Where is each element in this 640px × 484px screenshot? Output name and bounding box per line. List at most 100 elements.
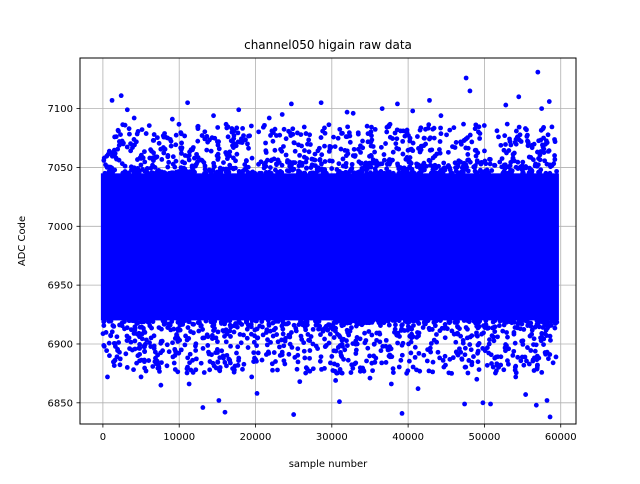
data-point [233, 158, 238, 164]
data-point [317, 358, 323, 364]
data-point [437, 150, 443, 156]
data-point [399, 326, 405, 332]
data-point [515, 321, 521, 327]
data-point [537, 152, 543, 158]
data-point [238, 139, 243, 145]
data-point [185, 355, 191, 361]
data-point [473, 147, 479, 153]
data-point [135, 320, 141, 326]
data-point [143, 368, 149, 374]
data-point [434, 339, 440, 345]
outlier-point [337, 399, 342, 405]
data-point [515, 354, 521, 360]
data-point [475, 359, 481, 365]
data-point [227, 149, 233, 155]
data-point [386, 322, 392, 328]
data-point [329, 166, 335, 171]
data-point [378, 144, 384, 150]
data-point [498, 142, 504, 148]
data-point [364, 358, 369, 364]
data-point [137, 346, 143, 351]
data-point [501, 170, 507, 176]
data-point [330, 368, 336, 373]
data-point [122, 122, 128, 128]
data-point [232, 165, 238, 171]
data-point [486, 341, 492, 347]
data-point [120, 170, 126, 176]
data-point [542, 158, 548, 164]
data-point [442, 335, 448, 341]
data-point [492, 329, 498, 334]
data-point [416, 170, 422, 176]
data-point [176, 121, 182, 127]
data-point [396, 146, 402, 152]
data-point [421, 352, 427, 358]
data-point [372, 149, 378, 155]
data-point [224, 363, 229, 369]
data-point [525, 345, 530, 350]
data-point [195, 159, 200, 165]
data-point [101, 343, 107, 349]
data-point [503, 142, 508, 147]
data-point [292, 355, 298, 360]
data-point [331, 335, 337, 340]
data-point [281, 321, 287, 326]
data-point [299, 143, 304, 149]
data-point [469, 359, 475, 365]
data-point [101, 155, 107, 161]
data-point [143, 131, 149, 136]
data-point [296, 163, 302, 169]
data-point [149, 156, 155, 162]
data-point [448, 170, 454, 176]
data-point [196, 328, 202, 334]
data-point [394, 332, 400, 338]
data-point [211, 160, 217, 166]
data-point [474, 318, 479, 324]
data-point [173, 158, 179, 164]
data-point [463, 145, 469, 151]
data-point [481, 123, 487, 128]
data-point [228, 334, 233, 339]
data-point [390, 136, 395, 141]
data-point [162, 146, 168, 152]
data-point [244, 326, 250, 332]
data-point [272, 147, 278, 153]
data-point [115, 127, 121, 133]
data-point [519, 321, 525, 327]
data-point [532, 348, 538, 354]
data-point [291, 322, 297, 328]
data-point [171, 326, 177, 332]
data-point [471, 354, 476, 359]
data-point [357, 336, 363, 342]
data-point [231, 369, 237, 375]
data-point [371, 353, 377, 359]
data-point [150, 364, 156, 369]
ticks-layer: 0 10000 20000 30000 40000 50000 60000 6850 6900 6… [48, 104, 577, 443]
y-tick-label: 7050 [48, 163, 73, 174]
data-point [476, 341, 482, 346]
data-point [339, 354, 345, 359]
data-point [215, 329, 221, 335]
data-point [396, 170, 402, 176]
outlier-point [288, 101, 294, 107]
data-point [440, 357, 446, 363]
data-point [230, 143, 235, 149]
data-point [438, 318, 443, 323]
data-point [267, 170, 273, 176]
data-point [426, 122, 432, 128]
data-point [367, 170, 373, 176]
data-point [212, 135, 218, 141]
data-point [292, 160, 298, 166]
data-point [166, 349, 172, 355]
data-point [415, 162, 421, 168]
data-point [244, 335, 250, 341]
data-point [427, 136, 432, 142]
data-point [164, 363, 170, 369]
outlier-point [550, 360, 556, 366]
data-point [347, 328, 353, 334]
outlier-point [427, 97, 432, 103]
data-point [334, 167, 340, 172]
data-point [493, 370, 498, 376]
data-point [497, 159, 503, 165]
data-point [552, 153, 557, 158]
